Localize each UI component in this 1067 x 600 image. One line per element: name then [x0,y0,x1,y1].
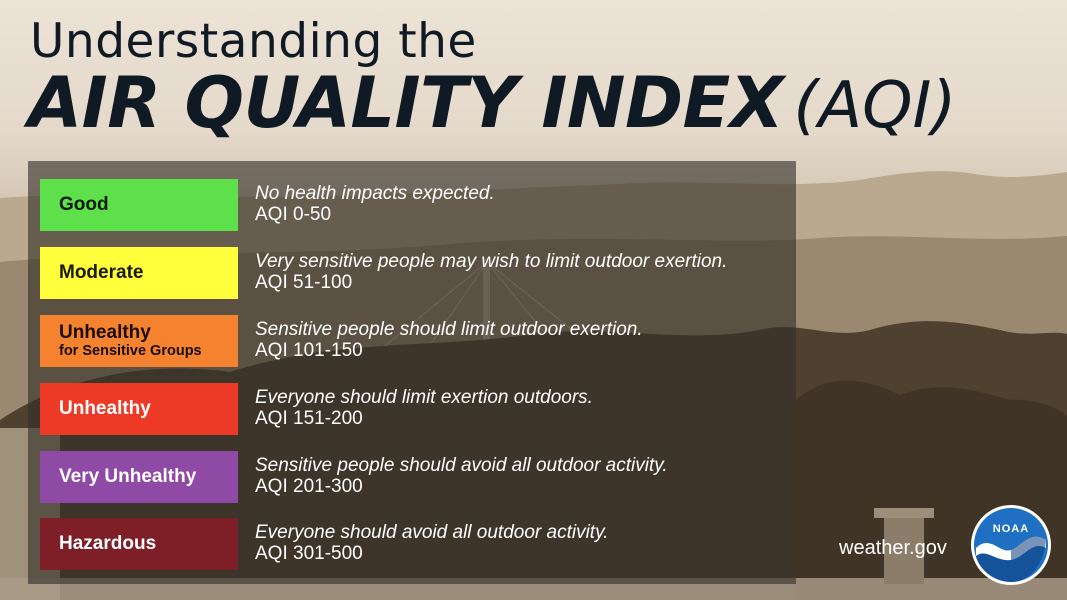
category-sublabel: for Sensitive Groups [59,342,202,359]
noaa-logo-icon: NOAA [971,505,1051,585]
logo-text: NOAA [993,523,1029,535]
category-label: Very Unhealthy [59,466,197,488]
health-description: Everyone should avoid all outdoor activi… [255,522,609,544]
aqi-row-good: Good No health impacts expected. AQI 0-5… [40,179,786,231]
title-line-1: Understanding the [30,14,477,69]
aqi-range: AQI 151-200 [255,408,363,429]
water-tower [884,512,924,584]
title-main: AIR QUALITY INDEX [28,62,784,144]
aqi-row-moderate: Moderate Very sensitive people may wish … [40,247,786,299]
category-badge: Good [40,179,238,231]
health-description: Very sensitive people may wish to limit … [255,251,728,273]
water-tower-top [874,508,934,518]
category-label: Moderate [59,262,144,284]
weather-gov-link[interactable]: weather.gov [839,537,947,559]
category-badge: Unhealthy [40,383,238,435]
aqi-range: AQI 201-300 [255,476,363,497]
category-badge: Unhealthy for Sensitive Groups [40,315,238,367]
aqi-range: AQI 301-500 [255,543,363,564]
aqi-range: AQI 0-50 [255,204,332,225]
health-description: Sensitive people should limit outdoor ex… [255,319,643,341]
aqi-row-unhealthy: Unhealthy Everyone should limit exertion… [40,383,786,435]
category-info: Very sensitive people may wish to limit … [255,247,727,299]
category-label: Good [59,194,109,216]
health-description: Sensitive people should avoid all outdoo… [255,455,668,477]
category-info: Everyone should limit exertion outdoors.… [255,383,593,435]
aqi-range: AQI 101-150 [255,340,363,361]
aqi-row-hazardous: Hazardous Everyone should avoid all outd… [40,518,786,570]
category-label: Unhealthy [59,321,151,343]
aqi-range: AQI 51-100 [255,272,353,293]
category-label: Hazardous [59,533,157,555]
category-info: Everyone should avoid all outdoor activi… [255,518,608,570]
category-badge: Moderate [40,247,238,299]
health-description: Everyone should limit exertion outdoors. [255,387,593,409]
title-line-2: AIR QUALITY INDEX (AQI) [28,62,956,144]
category-badge: Hazardous [40,518,238,570]
aqi-table-panel: Good No health impacts expected. AQI 0-5… [28,161,796,584]
health-description: No health impacts expected. [255,183,495,205]
category-info: Sensitive people should avoid all outdoo… [255,451,668,503]
category-info: No health impacts expected. AQI 0-50 [255,179,495,231]
category-label: Unhealthy [59,398,151,420]
category-badge: Very Unhealthy [40,451,238,503]
aqi-row-unhealthy-sensitive: Unhealthy for Sensitive Groups Sensitive… [40,315,786,367]
title-abbreviation: (AQI) [793,69,957,143]
category-info: Sensitive people should limit outdoor ex… [255,315,643,367]
aqi-row-very-unhealthy: Very Unhealthy Sensitive people should a… [40,451,786,503]
